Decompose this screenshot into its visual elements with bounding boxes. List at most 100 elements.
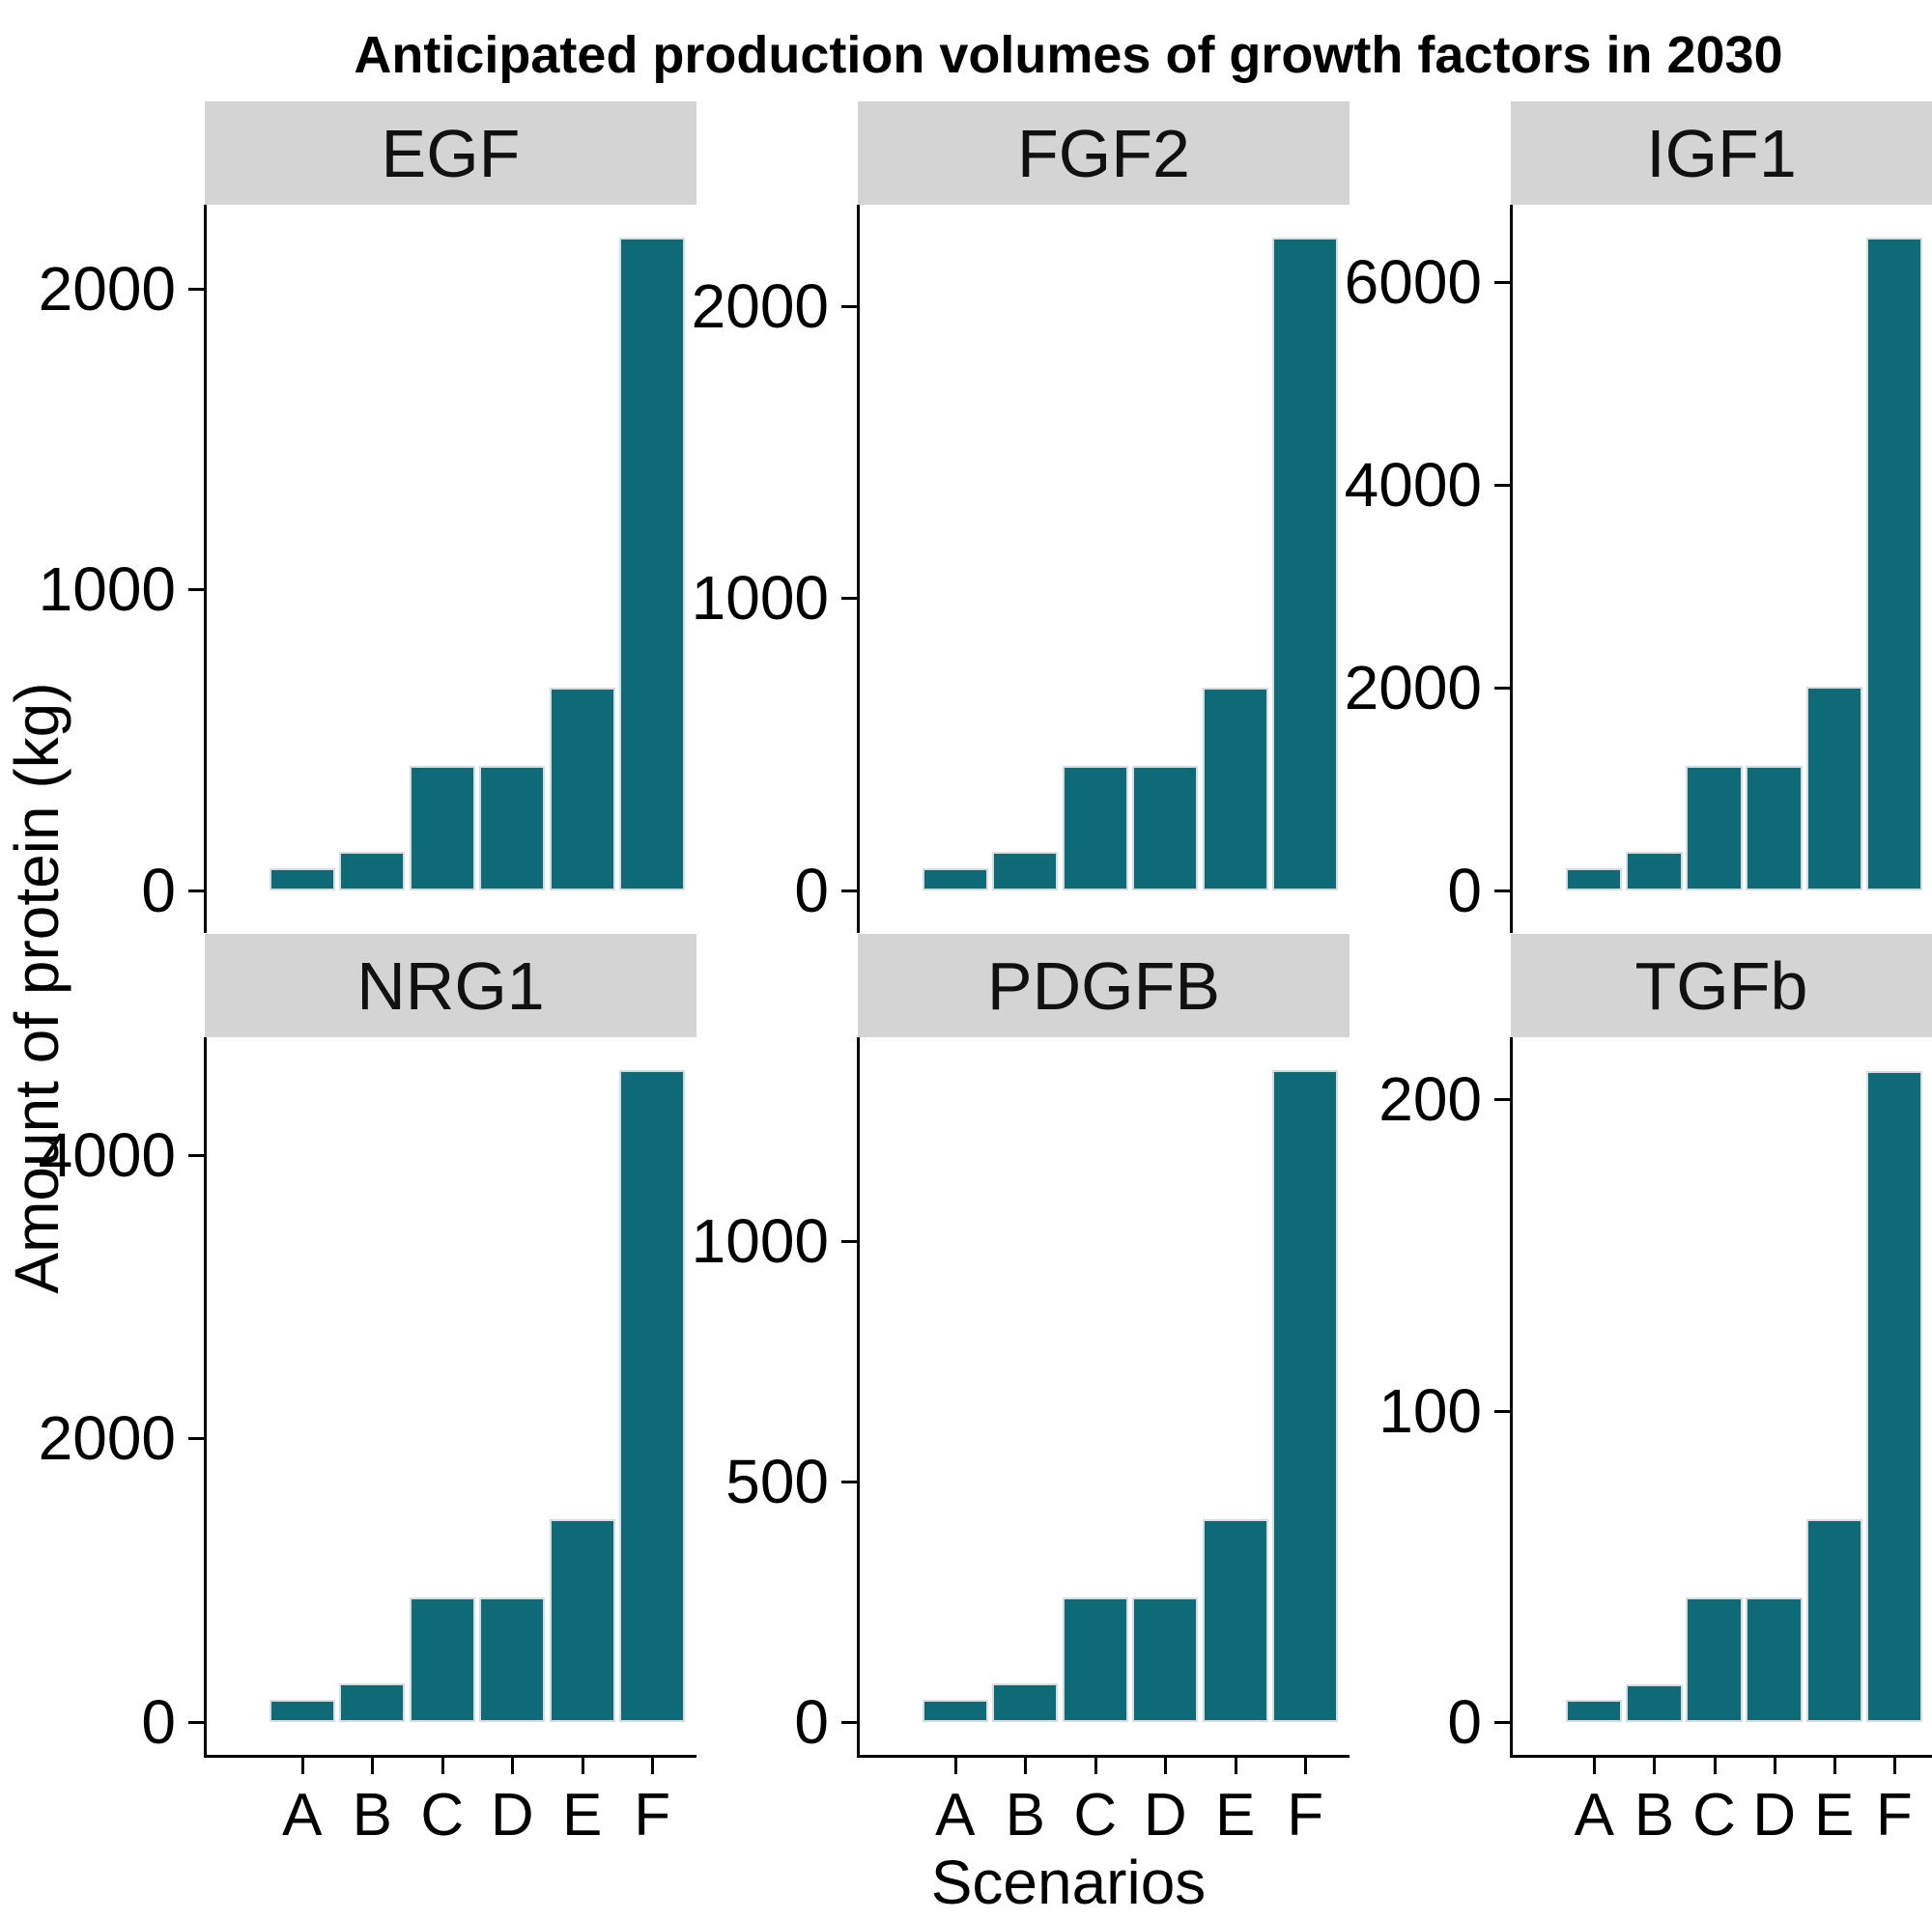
y-tick-label-TGFb-0: 0 <box>1447 1686 1482 1757</box>
y-tick-mark-FGF2-2000 <box>841 305 857 309</box>
x-tick-label-TGFb-C: C <box>1692 1782 1736 1849</box>
bar-FGF2-F <box>1272 238 1339 890</box>
y-tick-mark-TGFb-200 <box>1494 1098 1510 1102</box>
bar-IGF1-B <box>1626 851 1683 890</box>
x-tick-label-NRG1-E: E <box>562 1782 603 1849</box>
y-tick-label-IGF1-4000: 4000 <box>1344 450 1482 521</box>
y-tick-label-NRG1-2000: 2000 <box>38 1403 176 1474</box>
y-tick-label-IGF1-6000: 6000 <box>1344 247 1482 318</box>
y-tick-label-FGF2-0: 0 <box>794 855 829 925</box>
bar-FGF2-B <box>992 851 1059 890</box>
y-tick-label-FGF2-2000: 2000 <box>691 271 829 342</box>
y-tick-label-EGF-2000: 2000 <box>38 254 176 325</box>
bar-EGF-D <box>479 765 546 890</box>
bar-TGFb-B <box>1626 1684 1683 1722</box>
bar-PDGFB-A <box>922 1699 988 1722</box>
y-tick-mark-EGF-2000 <box>188 288 204 292</box>
x-tick-label-TGFb-B: B <box>1634 1782 1675 1849</box>
y-tick-label-PDGFB-1000: 1000 <box>691 1205 829 1276</box>
y-tick-mark-TGFb-0 <box>1494 1720 1510 1724</box>
y-tick-label-IGF1-0: 0 <box>1447 855 1482 925</box>
x-tick-label-NRG1-C: C <box>420 1782 465 1849</box>
bar-NRG1-C <box>409 1596 475 1722</box>
facet-strip-IGF1: IGF1 <box>1511 101 1932 205</box>
bar-PDGFB-F <box>1272 1069 1339 1722</box>
y-axis-title: Amount of protein (kg) <box>2 682 71 1294</box>
y-tick-mark-IGF1-0 <box>1494 889 1510 892</box>
y-axis-line-EGF <box>204 205 207 933</box>
y-tick-label-EGF-0: 0 <box>141 855 176 925</box>
x-tick-label-TGFb-F: F <box>1875 1782 1913 1849</box>
y-tick-mark-IGF1-2000 <box>1494 686 1510 690</box>
y-axis-line-IGF1 <box>1510 205 1513 933</box>
chart-title: Anticipated production volumes of growth… <box>354 26 1783 84</box>
y-axis-line-PDGFB <box>857 1037 860 1755</box>
y-axis-line-FGF2 <box>857 205 860 933</box>
x-tick-mark-NRG1-A <box>300 1757 304 1774</box>
bar-FGF2-C <box>1062 765 1128 890</box>
y-tick-mark-PDGFB-1000 <box>841 1239 857 1243</box>
bar-PDGFB-C <box>1062 1596 1128 1722</box>
bar-NRG1-D <box>479 1596 546 1722</box>
x-tick-label-TGFb-E: E <box>1813 1782 1855 1849</box>
x-tick-mark-NRG1-C <box>440 1757 444 1774</box>
bar-NRG1-A <box>269 1699 335 1722</box>
y-tick-label-TGFb-100: 100 <box>1378 1375 1482 1446</box>
bar-IGF1-E <box>1805 687 1862 890</box>
y-tick-mark-NRG1-4000 <box>188 1154 204 1158</box>
x-tick-label-NRG1-D: D <box>490 1782 534 1849</box>
x-tick-label-NRG1-B: B <box>352 1782 392 1849</box>
x-tick-label-TGFb-A: A <box>1574 1782 1614 1849</box>
bar-IGF1-D <box>1746 765 1803 890</box>
y-tick-label-NRG1-0: 0 <box>141 1686 176 1757</box>
bar-TGFb-F <box>1865 1071 1922 1722</box>
y-tick-label-PDGFB-500: 500 <box>725 1446 829 1516</box>
bar-EGF-F <box>619 238 686 890</box>
facet-strip-FGF2: FGF2 <box>858 101 1350 205</box>
bar-FGF2-D <box>1132 765 1199 890</box>
bar-EGF-A <box>269 867 335 890</box>
bar-IGF1-F <box>1865 238 1922 890</box>
y-tick-mark-IGF1-6000 <box>1494 281 1510 285</box>
y-axis-line-NRG1 <box>204 1037 207 1755</box>
x-tick-mark-PDGFB-F <box>1304 1757 1308 1774</box>
y-tick-mark-FGF2-1000 <box>841 597 857 601</box>
bar-EGF-B <box>339 851 406 890</box>
y-tick-label-EGF-1000: 1000 <box>38 554 176 625</box>
bar-TGFb-C <box>1686 1596 1743 1722</box>
y-tick-mark-IGF1-4000 <box>1494 484 1510 488</box>
y-axis-line-TGFb <box>1510 1037 1513 1755</box>
x-tick-label-PDGFB-F: F <box>1287 1782 1324 1849</box>
x-tick-mark-TGFb-D <box>1773 1757 1776 1774</box>
y-tick-mark-EGF-1000 <box>188 588 204 592</box>
facet-strip-NRG1: NRG1 <box>205 934 696 1037</box>
bar-EGF-E <box>549 687 615 890</box>
x-tick-mark-PDGFB-B <box>1024 1757 1028 1774</box>
bar-NRG1-E <box>549 1519 615 1722</box>
x-tick-mark-NRG1-F <box>651 1757 655 1774</box>
x-tick-label-NRG1-F: F <box>634 1782 671 1849</box>
facet-strip-PDGFB: PDGFB <box>858 934 1350 1037</box>
bar-TGFb-E <box>1805 1519 1862 1722</box>
bar-FGF2-E <box>1202 687 1268 890</box>
x-tick-mark-PDGFB-D <box>1164 1757 1168 1774</box>
bar-IGF1-C <box>1686 765 1743 890</box>
x-tick-mark-PDGFB-C <box>1094 1757 1097 1774</box>
bar-PDGFB-B <box>992 1682 1059 1722</box>
x-axis-line-TGFb <box>1510 1755 1932 1758</box>
y-tick-label-IGF1-2000: 2000 <box>1344 652 1482 722</box>
bar-FGF2-A <box>922 867 988 890</box>
x-tick-mark-TGFb-B <box>1653 1757 1657 1774</box>
x-axis-line-NRG1 <box>204 1755 696 1758</box>
x-tick-mark-TGFb-F <box>1892 1757 1896 1774</box>
x-tick-mark-NRG1-B <box>371 1757 375 1774</box>
y-tick-mark-EGF-0 <box>188 889 204 892</box>
x-tick-mark-PDGFB-E <box>1234 1757 1237 1774</box>
x-tick-mark-TGFb-C <box>1713 1757 1717 1774</box>
y-tick-mark-FGF2-0 <box>841 889 857 892</box>
y-tick-mark-NRG1-0 <box>188 1720 204 1724</box>
x-tick-mark-TGFb-A <box>1593 1757 1597 1774</box>
x-tick-label-NRG1-A: A <box>282 1782 323 1849</box>
bar-NRG1-F <box>619 1070 686 1722</box>
x-tick-label-PDGFB-E: E <box>1215 1782 1256 1849</box>
